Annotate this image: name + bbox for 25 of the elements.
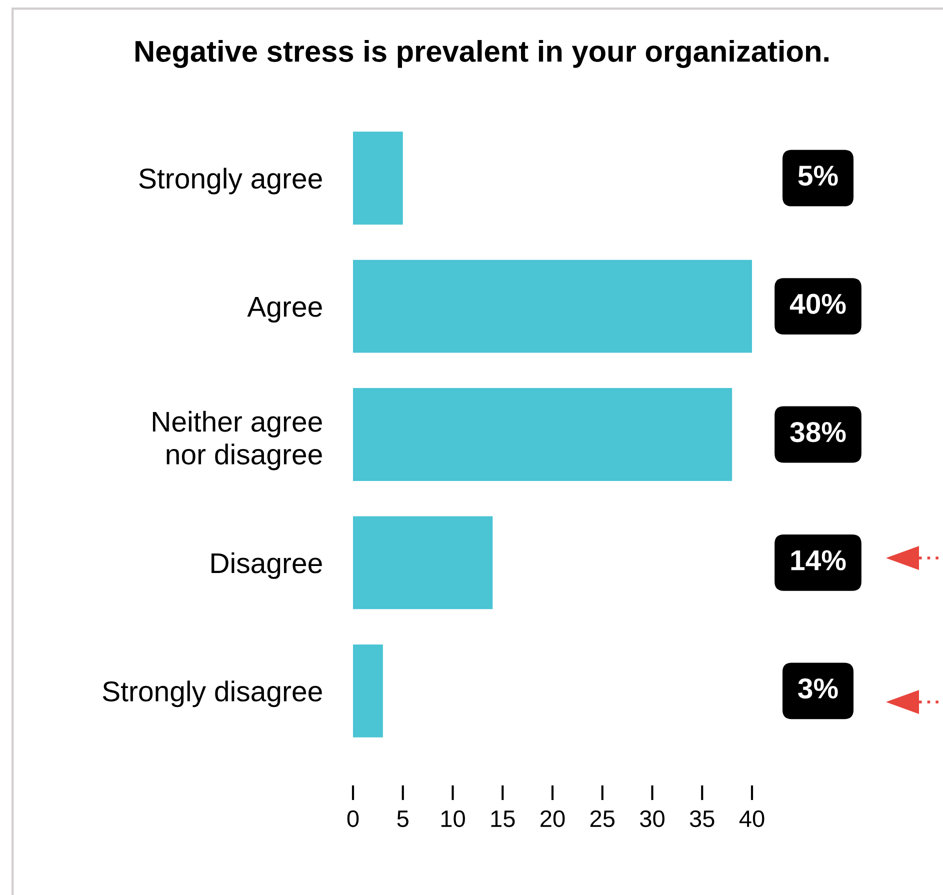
y-tick-label: Disagree <box>212 552 322 579</box>
data-label: 38% <box>790 422 846 442</box>
data-label: 3% <box>798 678 838 699</box>
x-tick-label: 40 <box>739 810 764 828</box>
x-tick-label: 10 <box>441 810 465 828</box>
bar <box>353 260 752 353</box>
x-tick-label: 30 <box>640 810 664 828</box>
y-tick-label: Strongly disagree <box>102 680 322 708</box>
x-tick-label: 5 <box>397 810 408 828</box>
x-tick-label: 20 <box>540 810 565 828</box>
data-label: 5% <box>798 166 838 186</box>
data-label: 14% <box>791 550 846 570</box>
x-tick-label: 25 <box>590 810 615 828</box>
bar <box>353 388 732 481</box>
x-tick-label: 15 <box>491 810 515 828</box>
x-tick-label: 0 <box>347 810 359 828</box>
bar <box>353 644 383 738</box>
bar <box>353 132 403 225</box>
y-tick-label: Neither agree nor disagree <box>152 410 322 470</box>
x-tick-label: 35 <box>690 810 714 828</box>
y-tick-label: Strongly agree <box>139 168 322 194</box>
data-label: 40% <box>790 294 846 314</box>
chart-title: Negative stress is prevalent in your organization. <box>136 40 828 68</box>
bar <box>353 516 493 610</box>
y-tick-label: Agree <box>247 297 322 323</box>
